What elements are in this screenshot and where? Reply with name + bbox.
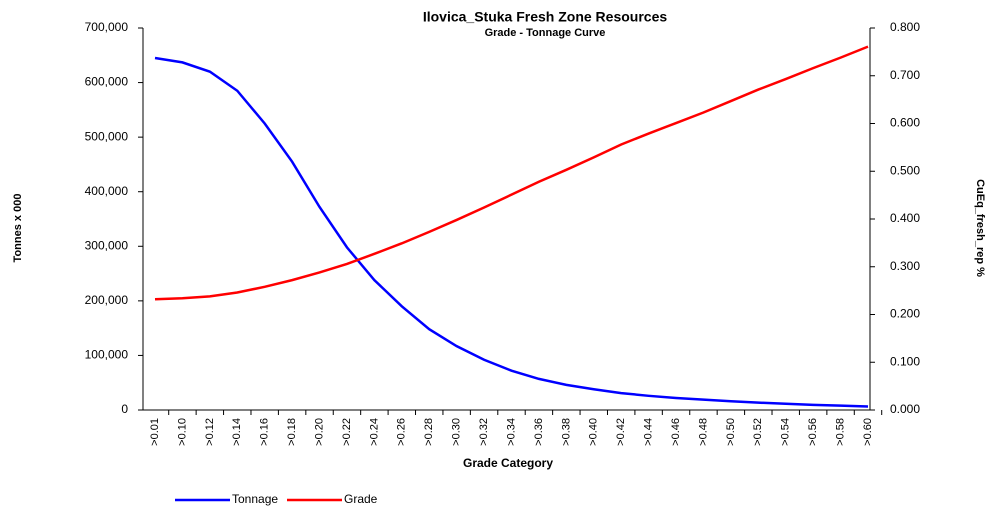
x-tick-label: >0.56 xyxy=(807,418,819,446)
y-tick-label: 700,000 xyxy=(85,20,129,34)
x-tick-label: >0.52 xyxy=(752,418,764,446)
x-tick-label: >0.16 xyxy=(259,418,271,446)
y-tick-label: 200,000 xyxy=(85,293,129,307)
y2-tick-label: 0.600 xyxy=(890,116,920,130)
y2-tick-label: 0.100 xyxy=(890,354,920,368)
x-tick-label: >0.54 xyxy=(780,418,792,446)
x-tick-label: >0.30 xyxy=(451,418,463,446)
y-tick-label: 500,000 xyxy=(85,129,129,143)
legend-label: Tonnage xyxy=(232,492,278,506)
x-tick-label: >0.58 xyxy=(834,418,846,446)
y-axis-title: Tonnes x 000 xyxy=(12,194,24,263)
x-tick-label: >0.48 xyxy=(697,418,709,446)
x-tick-label: >0.12 xyxy=(204,418,216,446)
x-tick-label: >0.44 xyxy=(643,418,655,446)
x-tick-label: >0.22 xyxy=(341,418,353,446)
data-line xyxy=(154,45,869,301)
y2-tick-label: 0.400 xyxy=(890,211,920,225)
chart-title: Ilovica_Stuka Fresh Zone Resources xyxy=(423,9,668,25)
x-tick-label: >0.60 xyxy=(862,418,874,446)
x-tick-label: >0.28 xyxy=(423,418,435,446)
x-tick-label: >0.50 xyxy=(725,418,737,446)
x-tick-label: >0.42 xyxy=(615,418,627,446)
y2-tick-label: 0.300 xyxy=(890,259,920,273)
y2-axis-title: CuEq_fresh_rep % xyxy=(974,179,986,277)
y2-tick-label: 0.500 xyxy=(890,163,920,177)
x-tick-label: >0.32 xyxy=(478,418,490,446)
x-tick-label: >0.38 xyxy=(560,418,572,446)
x-tick-label: >0.18 xyxy=(286,418,298,446)
x-tick-label: >0.24 xyxy=(368,418,380,446)
x-tick-label: >0.10 xyxy=(176,418,188,446)
data-line xyxy=(154,56,869,408)
x-tick-label: >0.46 xyxy=(670,418,682,446)
y2-tick-label: 0.700 xyxy=(890,68,920,82)
y2-tick-label: 0.000 xyxy=(890,402,920,416)
chart-subtitle: Grade - Tonnage Curve xyxy=(485,27,606,39)
legend-label: Grade xyxy=(344,492,378,506)
y-tick-label: 0 xyxy=(121,402,128,416)
x-tick-label: >0.40 xyxy=(588,418,600,446)
x-axis-title: Grade Category xyxy=(463,456,553,470)
y2-tick-label: 0.200 xyxy=(890,307,920,321)
y-tick-label: 400,000 xyxy=(85,184,129,198)
x-tick-label: >0.01 xyxy=(149,418,161,446)
x-tick-label: >0.36 xyxy=(533,418,545,446)
x-tick-label: >0.20 xyxy=(313,418,325,446)
x-tick-label: >0.26 xyxy=(396,418,408,446)
y-tick-label: 100,000 xyxy=(85,348,129,362)
y-tick-label: 300,000 xyxy=(85,238,129,252)
y2-tick-label: 0.800 xyxy=(890,20,920,34)
x-tick-label: >0.14 xyxy=(231,418,243,446)
x-tick-label: >0.34 xyxy=(505,418,517,446)
y-tick-label: 600,000 xyxy=(85,75,129,89)
